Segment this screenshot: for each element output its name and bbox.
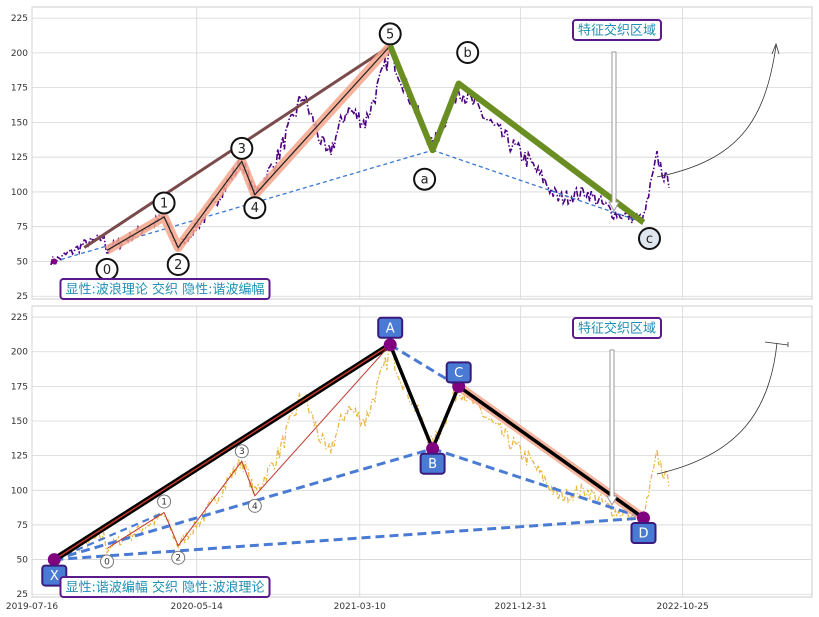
- x-tick-label: 2020-05-14: [171, 602, 224, 612]
- panel-annotation: 显性:波浪理论 交织 隐性:谐波编幅: [65, 282, 264, 298]
- zone-annotation: 特征交织区域: [578, 23, 656, 39]
- y-tick-label: 25: [17, 590, 28, 600]
- harmonic-point: [47, 553, 61, 567]
- zone-arrow: [608, 51, 620, 213]
- harmonic-point: [636, 511, 650, 525]
- y-tick-label: 225: [11, 313, 28, 323]
- x-tick-label: 2021-12-31: [494, 602, 546, 612]
- panel-annotation-box: [59, 576, 271, 598]
- wave-label-marker: [171, 550, 186, 565]
- harmonic-point: [383, 338, 397, 352]
- wave-path: [106, 344, 391, 549]
- wave-label: 1: [161, 497, 167, 507]
- zone-annotation: 特征交织区域: [578, 321, 656, 337]
- harmonic-leg-inner: [53, 344, 391, 561]
- wave-label-marker: [637, 227, 661, 251]
- wave-label-marker: [100, 554, 115, 569]
- y-tick-label: 175: [11, 382, 28, 392]
- harmonic-label-box: [377, 316, 404, 339]
- wave-label-marker: [166, 253, 190, 277]
- zone-annotation-box: [571, 19, 663, 41]
- zone-annotation-box: [571, 317, 663, 339]
- wave-label: 2: [175, 554, 181, 564]
- wave-path: [106, 45, 391, 251]
- harmonic-point: [426, 442, 440, 456]
- panel-annotation-box: [59, 278, 271, 300]
- wave-label-marker: [157, 494, 172, 509]
- projection-bracket: [764, 341, 789, 347]
- harmonic-dashed-leg: [54, 516, 644, 562]
- wave-label: b: [464, 46, 472, 61]
- wave-label-marker: [152, 191, 176, 215]
- harmonic-dashed-leg: [432, 447, 644, 520]
- y-tick-label: 175: [11, 84, 28, 94]
- corrective-wave: [387, 44, 646, 225]
- y-tick-label: 75: [17, 223, 28, 233]
- y-tick-label: 100: [11, 486, 28, 496]
- x-tick-label: 2022-10-25: [656, 602, 708, 612]
- harmonic-leg: [388, 344, 435, 450]
- harmonic-label: A: [386, 321, 395, 336]
- wave-label-marker: [456, 40, 480, 64]
- wave-label-marker: [247, 498, 262, 513]
- y-tick-label: 200: [11, 49, 28, 59]
- plot-frame: [31, 6, 813, 300]
- y-tick-label: 50: [17, 556, 29, 566]
- y-tick-label: 150: [11, 118, 28, 128]
- wave-label: c: [646, 232, 653, 247]
- x-tick-label: 2019-07-16: [6, 602, 59, 612]
- wave-label: a: [421, 173, 429, 188]
- wave-label: 3: [239, 447, 245, 457]
- panel-annotation: 显性:谐波编幅 交织 隐性:波浪理论: [65, 580, 264, 596]
- harmonic-label: X: [50, 569, 59, 584]
- wave-label-marker: [413, 167, 437, 191]
- harmonic-dashed-leg: [53, 511, 165, 561]
- wave-label: 5: [386, 27, 394, 42]
- price-series-line: [50, 349, 670, 564]
- wave-label-marker: [243, 196, 267, 220]
- y-tick-label: 125: [11, 153, 28, 163]
- wave-label: 1: [160, 196, 168, 211]
- harmonic-dashed-leg: [53, 447, 434, 562]
- wave-label: 4: [251, 201, 259, 216]
- wave-label: 4: [252, 502, 258, 512]
- bottom-panel: 25 50 75 100 125 150 175 200 225: [11, 305, 813, 600]
- harmonic-label: D: [638, 527, 648, 542]
- projection-arrowhead: [771, 42, 780, 55]
- y-tick-label: 100: [11, 188, 28, 198]
- wave-label: 2: [174, 258, 182, 273]
- harmonic-label-box: [419, 452, 446, 475]
- wave-label-marker: [230, 136, 254, 160]
- dashed-trendline: [432, 149, 644, 224]
- y-tick-label: 225: [11, 14, 28, 24]
- x-tick-label: 2021-03-10: [334, 602, 387, 612]
- y-tick-label: 25: [17, 292, 28, 302]
- harmonic-label: C: [454, 366, 463, 381]
- projection-curve: [656, 45, 777, 178]
- harmonic-label-box: [445, 361, 472, 384]
- y-tick-label: 50: [17, 257, 29, 267]
- wave-label: 3: [238, 142, 246, 157]
- projection-curve: [656, 342, 778, 475]
- zone-arrow: [606, 349, 618, 507]
- wave-label-marker: [378, 22, 402, 46]
- start-point-marker: [51, 258, 58, 265]
- harmonic-leg: [430, 385, 461, 450]
- wave-label: 0: [104, 558, 110, 568]
- y-tick-label: 75: [17, 521, 28, 531]
- wave-label: 0: [103, 263, 111, 278]
- harmonic-label-box: [630, 522, 657, 545]
- y-tick-label: 150: [11, 417, 28, 427]
- y-tick-label: 125: [11, 452, 28, 462]
- y-tick-label: 200: [11, 348, 28, 358]
- wave-label-marker: [234, 444, 249, 459]
- harmonic-label: B: [428, 457, 437, 472]
